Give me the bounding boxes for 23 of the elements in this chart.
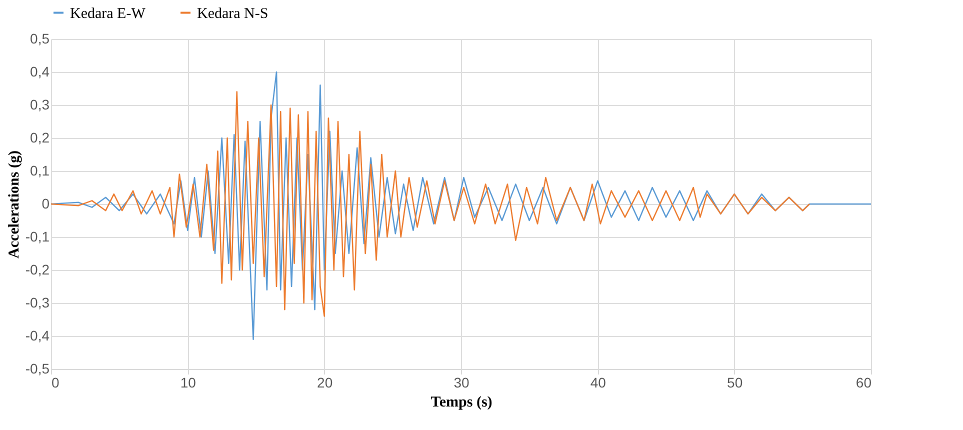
x-tick-label: 50 [727,374,743,390]
legend-label: Kedara E-W [70,6,146,22]
x-tick-label: 60 [856,374,872,390]
y-tick-label: -0,1 [25,228,50,244]
y-tick-label: 0 [42,196,50,212]
x-axis-title: Temps (s) [430,394,492,410]
line-series [50,91,810,317]
y-tick-label: 0,3 [30,96,50,112]
line-series [50,71,872,340]
y-tick-label: -0,5 [25,360,50,376]
x-tick-label: 20 [317,374,333,390]
x-tick-label: 10 [180,374,196,390]
y-tick-label: -0,4 [25,328,50,344]
x-tick-label: 30 [454,374,470,390]
y-tick-label: -0,2 [25,262,50,278]
y-tick-label: 0,1 [30,162,50,178]
y-tick-label: 0,5 [30,30,50,46]
y-axis-title: Accelerations (g) [6,150,22,258]
y-tick-label: 0,2 [30,130,50,146]
y-tick-label: 0,4 [30,64,50,80]
y-tick-label: -0,3 [25,294,50,310]
x-tick-label: 40 [590,374,606,390]
legend-label: Kedara N-S [197,6,268,22]
